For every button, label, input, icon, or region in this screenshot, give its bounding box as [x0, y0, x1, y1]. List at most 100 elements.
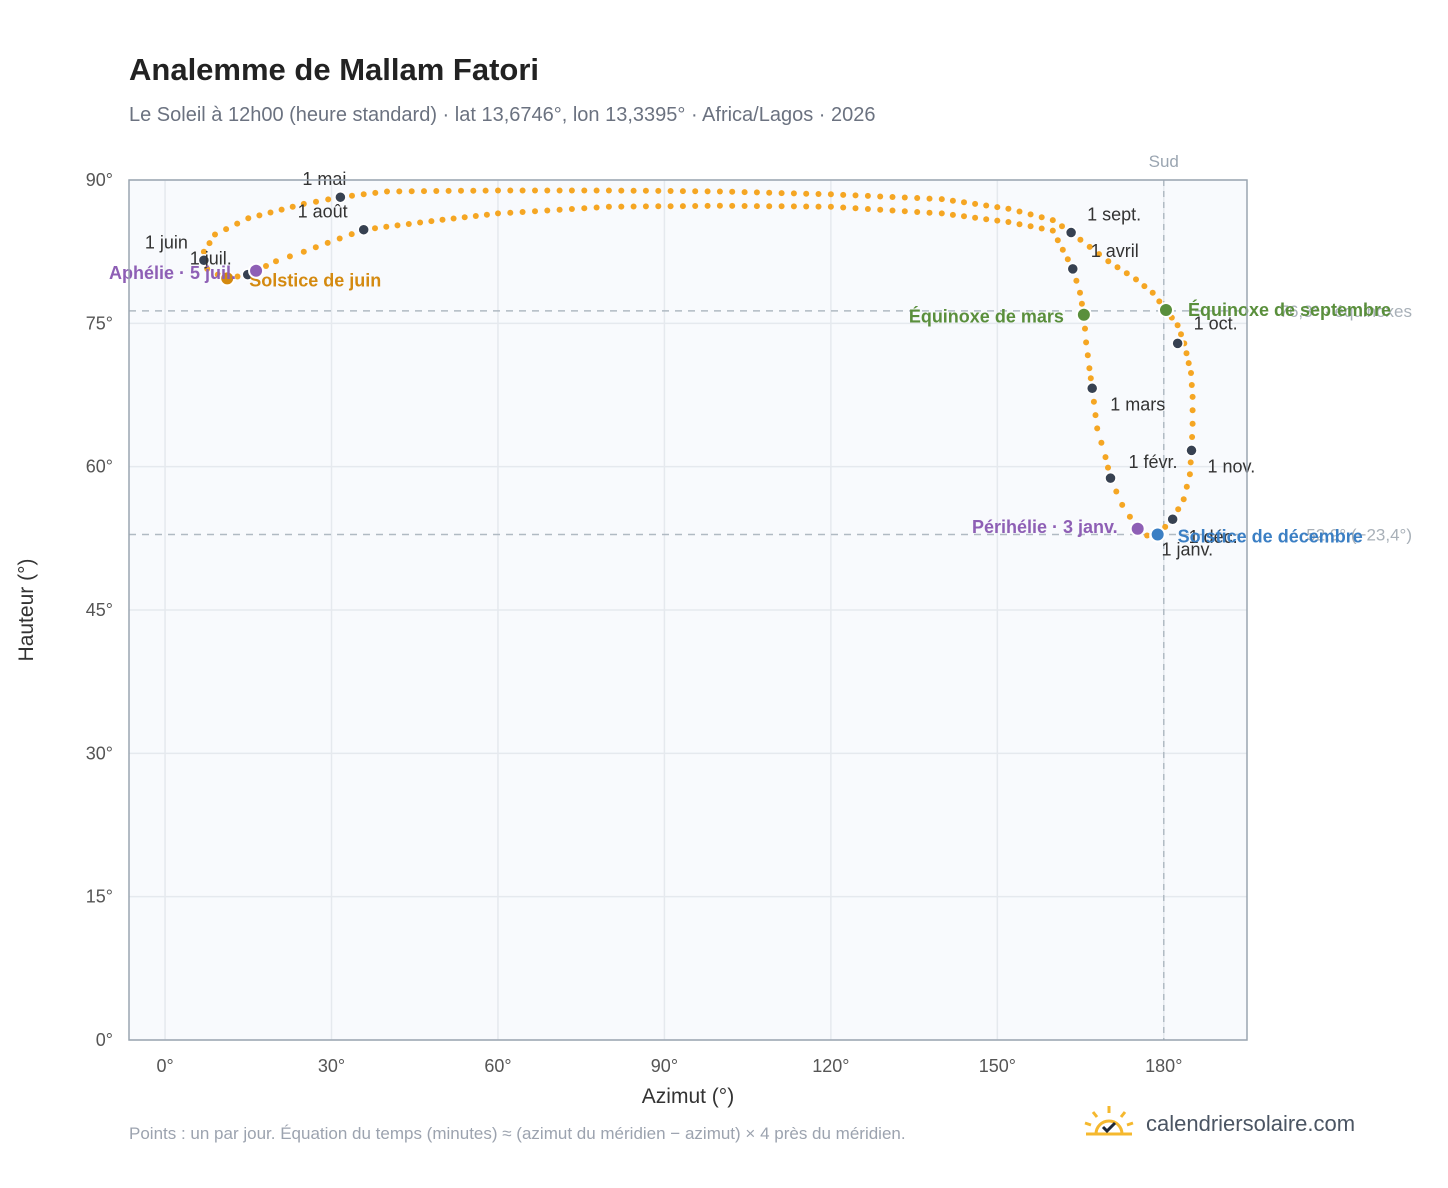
day-point: [581, 187, 588, 194]
day-point: [519, 209, 526, 215]
day-point: [519, 187, 526, 194]
day-point: [1077, 236, 1084, 243]
month-label: 1 févr.: [1129, 452, 1178, 472]
day-point: [938, 196, 945, 203]
day-point: [1187, 459, 1194, 466]
event-label: Périhélie · 3 janv.: [972, 517, 1118, 537]
month-label: 1 mars: [1110, 394, 1165, 414]
y-tick-label: 0°: [96, 1030, 113, 1050]
day-point: [206, 240, 213, 247]
day-point: [1114, 264, 1121, 271]
day-point: [1049, 227, 1056, 234]
month-label: 1 avril: [1091, 241, 1139, 261]
day-point: [949, 197, 956, 204]
day-point: [655, 187, 662, 194]
day-point: [360, 191, 367, 198]
day-point: [889, 207, 896, 214]
y-tick-label: 90°: [86, 170, 113, 190]
day-point: [482, 187, 489, 194]
event-marker: [1129, 520, 1146, 537]
day-point: [803, 190, 810, 197]
day-point: [212, 231, 218, 238]
day-point: [864, 206, 871, 212]
month-marker: [1171, 337, 1184, 350]
month-label: 1 juil.: [190, 249, 232, 269]
day-point: [1188, 382, 1195, 388]
month-marker: [1085, 382, 1099, 395]
day-point: [901, 194, 908, 201]
day-point: [324, 239, 331, 246]
month-marker: [334, 190, 347, 204]
day-point: [544, 187, 551, 194]
day-point: [1064, 256, 1071, 263]
x-tick-label: 90°: [651, 1056, 678, 1076]
day-point: [753, 203, 760, 210]
day-point: [704, 202, 711, 209]
month-marker: [1066, 262, 1080, 276]
sun-check-icon: [1082, 1104, 1136, 1145]
day-point: [926, 195, 933, 202]
chart-footnote: Points : un par jour. Équation du temps …: [129, 1124, 906, 1143]
day-point: [256, 212, 263, 219]
day-point: [568, 206, 575, 212]
day-point: [278, 206, 285, 213]
day-point: [840, 191, 847, 198]
day-point: [1162, 523, 1169, 530]
month-marker: [1104, 471, 1117, 485]
day-point: [1027, 223, 1034, 230]
day-point: [458, 187, 464, 194]
day-point: [618, 203, 625, 210]
month-marker: [197, 254, 211, 267]
analemma-points: [200, 187, 1196, 539]
day-point: [445, 187, 452, 194]
day-point: [914, 209, 921, 215]
day-point: [234, 273, 241, 280]
month-label: 1 nov.: [1208, 456, 1256, 476]
x-tick-label: 0°: [156, 1056, 173, 1076]
day-point: [507, 187, 514, 194]
day-point: [1102, 454, 1109, 461]
day-point: [313, 198, 319, 205]
day-point: [1189, 393, 1196, 400]
event-label: Solstice de juin: [249, 270, 381, 290]
day-point: [972, 214, 979, 221]
day-point: [1005, 219, 1012, 225]
day-point: [472, 213, 479, 219]
day-point: [938, 210, 945, 217]
y-axis-title: Hauteur (°): [15, 559, 38, 662]
day-point: [245, 215, 252, 222]
brand-name: calendriersolaire.com: [1146, 1111, 1356, 1136]
day-point: [630, 187, 637, 194]
day-point: [483, 211, 490, 218]
day-point: [605, 203, 612, 210]
day-point: [667, 188, 674, 194]
day-point: [877, 206, 884, 213]
day-point: [790, 203, 797, 210]
day-point: [593, 204, 600, 211]
south-label: Sud: [1149, 152, 1179, 171]
day-point: [263, 263, 269, 269]
day-point: [704, 188, 711, 195]
day-point: [556, 187, 563, 194]
x-tick-label: 120°: [812, 1056, 849, 1076]
day-point: [1183, 483, 1190, 490]
event-label: Équinoxe de septembre: [1188, 299, 1391, 320]
day-point: [827, 191, 834, 198]
day-point: [926, 209, 933, 216]
day-point: [766, 189, 773, 196]
axis-ticks: 0° 30° 60° 90° 120° 150° 180° 0° 15° 30° 45° 60° 75°…: [86, 170, 1183, 1076]
day-point: [300, 248, 307, 255]
day-point: [405, 221, 412, 227]
day-point: [1059, 246, 1066, 253]
day-point: [433, 188, 440, 194]
day-point: [753, 189, 760, 196]
day-point: [994, 217, 1001, 224]
day-point: [827, 203, 834, 210]
day-point: [1016, 208, 1023, 215]
day-point: [1189, 420, 1196, 427]
day-point: [428, 218, 435, 225]
day-point: [336, 235, 343, 242]
brand[interactable]: calendriersolaire.com: [1082, 1104, 1356, 1145]
day-point: [349, 192, 355, 199]
day-point: [642, 203, 649, 210]
